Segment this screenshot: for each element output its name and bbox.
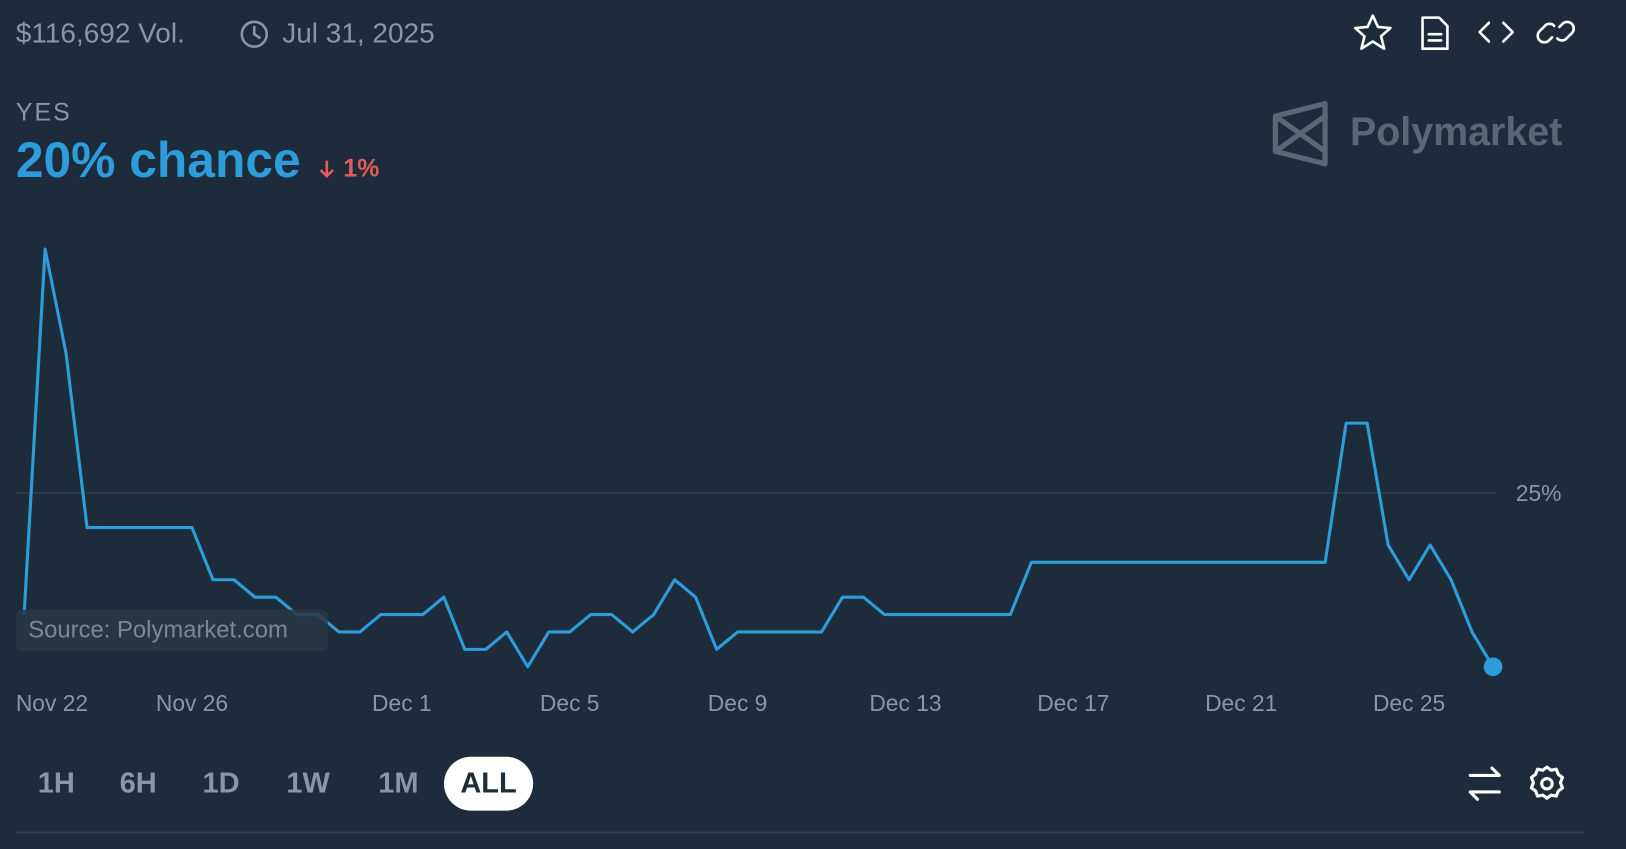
source: Source: Polymarket.com	[28, 617, 288, 644]
link-button[interactable]	[1536, 20, 1575, 44]
range-button[interactable]: ALL	[460, 767, 516, 799]
settings-button[interactable]	[1529, 765, 1565, 800]
volume: $116,692 Vol.	[16, 18, 185, 49]
change: 1%	[343, 155, 379, 183]
plot: 25% Nov 22 Nov 26 Dec 1 Dec 5 Dec 9 Dec 13 Dec …	[15, 247, 1562, 716]
x-tick-label: Dec 21	[1205, 690, 1277, 716]
x-tick-label: Dec 1	[372, 690, 432, 716]
x-tick-label: Dec 17	[1037, 690, 1109, 716]
embed-button[interactable]	[1478, 21, 1515, 43]
swap-button[interactable]	[1468, 766, 1501, 801]
x-tick-label: Nov 22	[16, 690, 88, 716]
star-button[interactable]	[1353, 14, 1392, 51]
range-button[interactable]: 1H	[38, 767, 75, 799]
x-tick-label: Dec 25	[1373, 690, 1445, 716]
y-tick-label: 25%	[1516, 480, 1562, 506]
range-buttons: 1H 6H 1D 1W 1M ALL	[38, 756, 534, 811]
end-date: Jul 31, 2025	[282, 18, 434, 49]
outcome-label: YES	[16, 99, 72, 127]
source-badge	[15, 609, 328, 652]
price-line	[22, 247, 1495, 669]
range-button[interactable]: 6H	[120, 767, 157, 799]
down-arrow	[319, 160, 334, 179]
polymarket-logo	[1272, 101, 1328, 167]
document-button[interactable]	[1421, 16, 1449, 51]
chance: 20% chance	[16, 132, 301, 188]
last-point	[1483, 657, 1503, 677]
range-button[interactable]: 1M	[378, 767, 418, 799]
range-button[interactable]: 1W	[286, 767, 330, 799]
range-active-bg	[443, 756, 534, 811]
clock-icon	[240, 20, 268, 48]
x-tick-label: Dec 9	[708, 690, 768, 716]
x-tick-label: Dec 13	[869, 690, 941, 716]
x-tick-label: Dec 5	[540, 690, 600, 716]
range-button[interactable]: 1D	[203, 767, 240, 799]
watermark: Polymarket	[1350, 110, 1562, 154]
x-tick-label: Nov 26	[156, 690, 228, 716]
